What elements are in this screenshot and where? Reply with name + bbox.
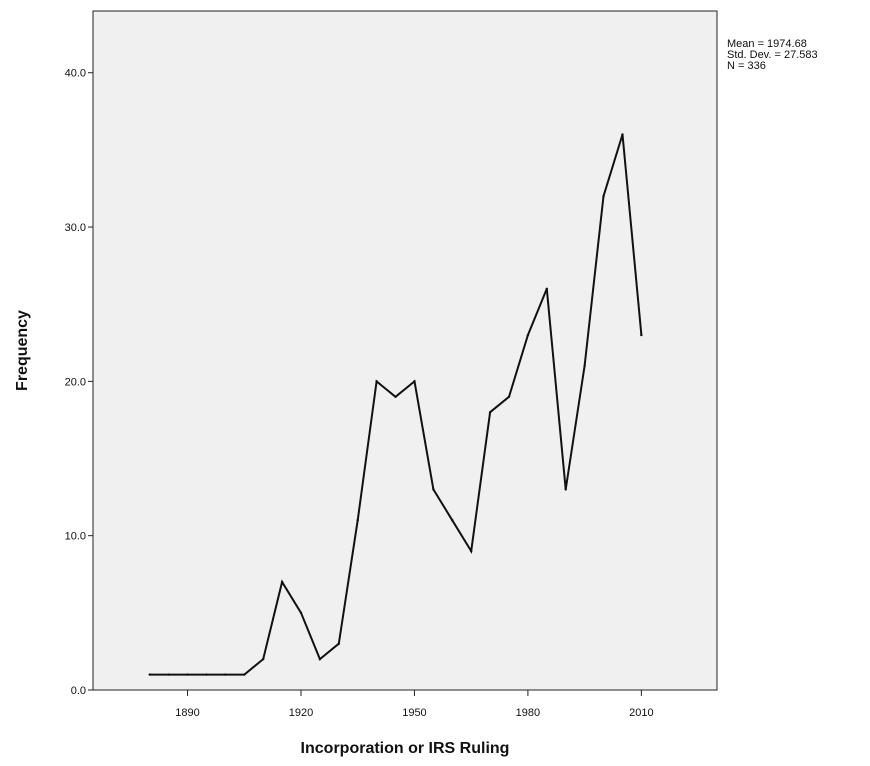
data-point [224, 673, 227, 676]
data-point [167, 673, 170, 676]
stats-mean: Mean = 1974.68 [727, 38, 807, 50]
data-point [205, 673, 208, 676]
data-point [356, 519, 359, 522]
data-point [640, 333, 643, 337]
data-point [186, 673, 189, 676]
x-tick-label: 1980 [516, 707, 540, 719]
data-point [621, 133, 624, 136]
stats-count: N = 336 [727, 60, 766, 72]
y-tick-label: 0.0 [71, 685, 86, 697]
series-points [148, 133, 643, 676]
data-point [545, 287, 549, 290]
data-point [337, 642, 341, 645]
y-tick-label: 20.0 [65, 376, 86, 388]
y-axis-title: Frequency [14, 310, 31, 391]
x-tick-label: 1920 [289, 707, 313, 719]
data-point [413, 380, 416, 383]
data-point [299, 611, 303, 615]
data-point [261, 657, 265, 661]
data-point [375, 380, 378, 383]
y-tick-label: 30.0 [65, 222, 86, 234]
data-point [432, 488, 435, 491]
y-tick-label: 40.0 [65, 68, 86, 80]
stats-std-dev: Std. Dev. = 27.583 [727, 49, 818, 61]
data-point [602, 194, 605, 198]
x-tick-label: 2010 [629, 707, 653, 719]
y-axis: 0.0 10.0 20.0 30.0 40.0 [65, 68, 93, 697]
data-point [148, 673, 151, 676]
data-point [564, 488, 567, 491]
x-tick-label: 1950 [402, 707, 426, 719]
data-point [451, 519, 454, 522]
x-axis: 1890 1920 1950 1980 2010 [175, 690, 654, 719]
data-point [583, 364, 586, 368]
data-point [526, 333, 530, 337]
data-point [469, 549, 473, 553]
y-tick-label: 10.0 [65, 531, 86, 543]
plot-area [92, 10, 718, 691]
x-axis-title: Incorporation or IRS Ruling [301, 740, 510, 757]
data-point [243, 673, 246, 676]
data-point [318, 657, 322, 661]
data-point [507, 395, 511, 398]
data-point [394, 395, 397, 398]
data-point [488, 411, 492, 414]
x-tick-label: 1890 [175, 707, 199, 719]
data-point [280, 580, 284, 584]
